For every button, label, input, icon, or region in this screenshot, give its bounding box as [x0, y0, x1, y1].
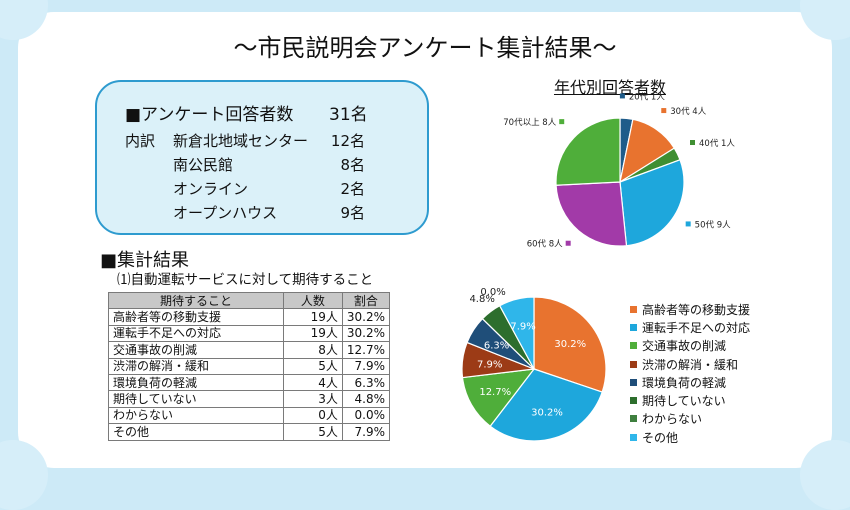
legend-item: 環境負荷の軽減 — [630, 373, 750, 391]
legend-swatch — [630, 433, 637, 441]
summary-row-label: オンライン — [173, 180, 249, 198]
legend-item: 渋滞の解消・緩和 — [630, 355, 750, 373]
legend-swatch — [630, 415, 637, 423]
cell-count: 5人 — [282, 357, 343, 375]
page-title: ～市民説明会アンケート集計結果～ — [233, 34, 617, 62]
pie-slice — [461, 368, 536, 428]
column-header: 期待すること — [108, 291, 284, 310]
data-label: 50代 9人 — [695, 219, 731, 230]
question-heading: ⑴自動運転サービスに対して期待すること — [117, 272, 374, 288]
table-row: その他 5人 7.9% — [108, 423, 391, 441]
table-row: 渋滞の解消・緩和 5人 7.9% — [108, 357, 391, 375]
pie-slice — [498, 296, 535, 370]
pie-slice — [555, 181, 628, 247]
results-table: 期待すること 人数 割合 高齢者等の移動支援 19人 30.2% 運転手不足への対応… — [108, 291, 391, 441]
data-label: 30.2% — [531, 408, 563, 419]
legend-item: その他 — [630, 428, 750, 446]
pie-slice — [533, 296, 607, 393]
legend-swatch — [685, 221, 691, 227]
legend-label: 環境負荷の軽減 — [642, 375, 727, 390]
legend-label: 期待していない — [642, 394, 726, 409]
pie-slice — [555, 117, 621, 186]
cell-percent: 30.2% — [341, 324, 391, 343]
table-row: 高齢者等の移動支援 19人 30.2% — [108, 308, 391, 326]
data-label: 7.9% — [510, 322, 535, 333]
summary-row-value: 9名 — [340, 204, 365, 222]
pie-charts: 20代 1人 30代 4人 40代 1人 50代 9人 60代 8人 70代以上 8人 30… — [461, 91, 735, 442]
pie-slice — [489, 368, 603, 442]
legend-swatch — [630, 397, 637, 405]
cell-percent: 12.7% — [341, 341, 391, 359]
legend-item: 高齢者等の移動支援 — [630, 300, 750, 318]
summary-row-label: 新倉北地域センター — [173, 132, 309, 150]
data-label: 20代 1人 — [629, 91, 665, 102]
data-label: 7.9% — [477, 359, 502, 370]
data-label: 6.3% — [484, 341, 509, 352]
legend-label: 交通事故の削減 — [642, 339, 727, 354]
legend-swatch — [630, 305, 637, 313]
data-label: 30代 4人 — [670, 106, 706, 117]
table-header-row: 期待すること 人数 割合 — [108, 291, 391, 310]
legend-item: わからない — [630, 410, 750, 428]
legend-swatch — [619, 93, 625, 99]
legend-label: わからない — [642, 412, 703, 427]
summary-row-label: 南公民館 — [173, 156, 234, 174]
legend-swatch — [565, 240, 571, 246]
breakdown-label: 内訳 — [125, 132, 156, 150]
legend-swatch — [690, 140, 696, 146]
data-label: 0.0% — [480, 287, 505, 298]
legend-swatch — [630, 360, 637, 368]
cell-percent: 0.0% — [341, 406, 391, 425]
summary-row-value: 8名 — [340, 156, 365, 174]
legend-item: 交通事故の削減 — [630, 337, 750, 355]
legend-label: 運転手不足への対応 — [642, 320, 751, 335]
cell-count: 4人 — [282, 373, 343, 392]
results-heading: ■集計結果 — [100, 250, 190, 271]
data-label: 70代以上 8人 — [503, 117, 556, 128]
column-header: 人数 — [282, 291, 343, 310]
cell-percent: 7.9% — [341, 423, 391, 441]
legend-swatch — [630, 378, 637, 386]
legend-swatch — [630, 323, 637, 331]
summary-row-value: 2名 — [340, 180, 365, 198]
legend-label: その他 — [642, 430, 679, 445]
legend-label: 渋滞の解消・緩和 — [642, 357, 739, 372]
respondent-summary-box: ■アンケート回答者数 31名 内訳 新倉北地域センター 12名 南公民館 8名 … — [95, 80, 429, 235]
pie-slice — [619, 159, 685, 247]
summary-total: 31名 — [329, 105, 368, 125]
legend-swatch — [559, 119, 565, 125]
cell-count: 5人 — [282, 423, 343, 441]
legend-item: 運転手不足への対応 — [630, 318, 750, 336]
data-label: 60代 8人 — [527, 239, 563, 250]
summary-heading: ■アンケート回答者数 — [125, 105, 294, 125]
data-label: 30.2% — [554, 339, 586, 350]
data-label: 12.7% — [479, 387, 511, 398]
expectation-legend: 高齢者等の移動支援 運転手不足への対応 交通事故の削減 渋滞の解消・緩和 環境負荷の軽減… — [630, 300, 750, 446]
legend-item: 期待していない — [630, 391, 750, 409]
data-label: 4.8% — [469, 294, 494, 305]
table-row: 環境負荷の軽減 4人 6.3% — [108, 373, 391, 392]
summary-row-label: オープンハウス — [173, 204, 278, 222]
table-row: 運転手不足への対応 19人 30.2% — [108, 324, 391, 343]
legend-label: 高齢者等の移動支援 — [642, 302, 751, 317]
data-label: 40代 1人 — [699, 138, 735, 149]
legend-swatch — [661, 108, 667, 114]
summary-row-value: 12名 — [330, 132, 365, 150]
column-header: 割合 — [341, 291, 391, 310]
age-chart-title: 年代別回答者数 — [553, 78, 666, 97]
legend-swatch — [630, 342, 637, 350]
